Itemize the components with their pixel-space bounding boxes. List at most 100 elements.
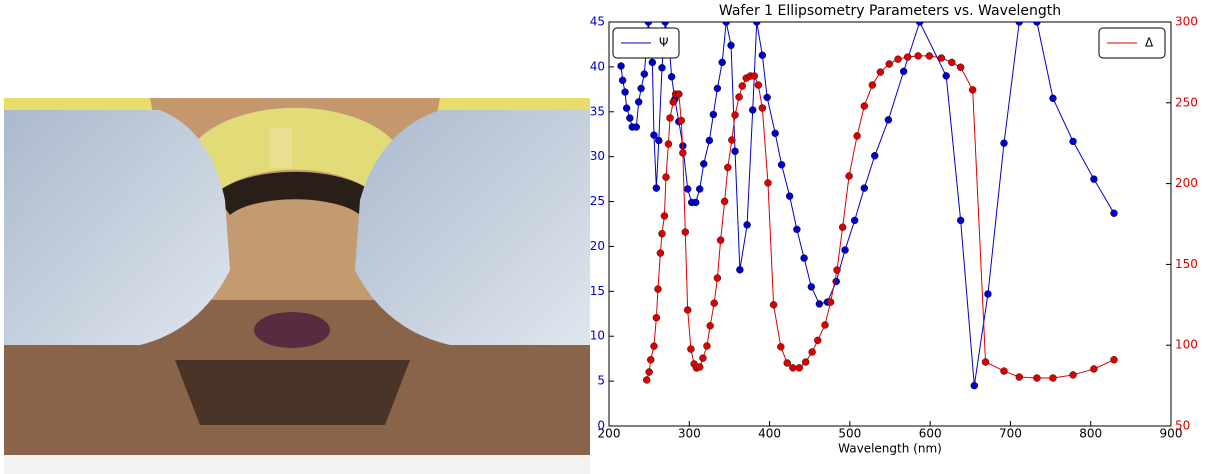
x-tick-label: 600	[919, 427, 942, 441]
marker	[814, 336, 822, 345]
marker	[956, 63, 965, 71]
marker	[764, 179, 772, 187]
marker	[731, 111, 739, 119]
marker	[884, 116, 893, 124]
marker	[984, 290, 992, 298]
marker	[771, 129, 779, 138]
marker	[687, 345, 695, 353]
y-tick-label: 0	[597, 419, 605, 433]
y-tick-label: 10	[590, 329, 605, 343]
marker	[821, 321, 829, 329]
marker	[1049, 374, 1057, 382]
marker	[724, 163, 732, 172]
marker	[658, 64, 666, 72]
marker	[683, 185, 692, 193]
marker	[720, 197, 729, 206]
marker	[703, 342, 711, 350]
chart-title: Wafer 1 Ellipsometry Parameters vs. Wave…	[719, 3, 1061, 19]
marker	[743, 221, 751, 229]
marker	[1090, 365, 1098, 373]
marker	[647, 356, 655, 364]
marker	[970, 381, 978, 390]
marker	[709, 110, 718, 119]
marker	[860, 102, 869, 110]
marker	[845, 172, 853, 180]
x-tick-label: 500	[838, 427, 861, 441]
marker	[914, 52, 922, 60]
marker	[696, 185, 704, 193]
marker	[937, 54, 946, 62]
marker	[841, 246, 849, 254]
x-tick-label: 700	[999, 427, 1022, 441]
marker	[637, 84, 645, 93]
marker	[802, 358, 810, 366]
y-tick-label: 45	[590, 15, 605, 29]
marker	[692, 198, 700, 207]
marker	[643, 376, 651, 384]
marker	[667, 73, 676, 81]
marker	[664, 140, 673, 148]
x-tick-label: 200	[598, 427, 621, 441]
marker	[696, 363, 704, 371]
marker	[808, 348, 816, 356]
marker	[826, 298, 835, 306]
marker	[662, 173, 670, 181]
marker	[860, 184, 869, 192]
marker	[838, 223, 847, 231]
marker	[785, 192, 794, 200]
marker	[656, 249, 665, 257]
y-tick-label: 25	[590, 194, 605, 208]
marker	[750, 72, 759, 80]
marker	[769, 301, 778, 309]
marker	[942, 72, 950, 80]
marker	[754, 81, 763, 89]
y-tick-label: 20	[590, 239, 605, 253]
x-tick-label: 900	[1160, 427, 1183, 441]
marker	[710, 299, 718, 307]
marker	[683, 306, 692, 314]
marker	[783, 359, 791, 367]
marker	[925, 52, 934, 60]
marker	[648, 58, 657, 67]
y2-tick-label: 300	[1175, 15, 1198, 29]
marker	[1033, 22, 1041, 26]
marker	[622, 104, 631, 112]
marker	[1090, 175, 1098, 183]
marker	[626, 114, 634, 122]
y2-tick-label: 50	[1175, 419, 1190, 433]
marker	[876, 68, 885, 76]
marker	[833, 266, 841, 274]
legend-label: Δ	[1145, 36, 1154, 50]
marker	[758, 104, 767, 112]
marker	[736, 266, 744, 274]
marker	[679, 149, 687, 157]
x-axis-label: Wavelength (nm)	[838, 442, 942, 456]
x-tick-label: 400	[758, 427, 781, 441]
marker	[654, 285, 662, 293]
marker	[735, 93, 743, 101]
marker	[871, 152, 879, 160]
marker	[968, 86, 977, 94]
y2-tick-label: 100	[1175, 338, 1198, 352]
marker	[727, 41, 735, 50]
marker	[1069, 371, 1077, 379]
marker	[1015, 22, 1023, 26]
marker	[1000, 367, 1008, 375]
marker	[758, 51, 767, 59]
marker	[705, 136, 714, 145]
marker	[650, 131, 658, 139]
marker	[731, 147, 739, 155]
marker	[645, 368, 653, 376]
marker	[658, 229, 666, 238]
y-tick-label: 40	[590, 59, 605, 73]
marker	[621, 88, 629, 96]
marker	[700, 160, 708, 168]
y-tick-label: 30	[590, 149, 605, 163]
marker	[699, 354, 707, 362]
marker	[675, 90, 683, 98]
marker	[652, 314, 661, 322]
y-tick-label: 5	[597, 374, 605, 388]
marker	[1000, 139, 1008, 147]
marker	[1110, 209, 1118, 217]
marker	[981, 358, 990, 366]
